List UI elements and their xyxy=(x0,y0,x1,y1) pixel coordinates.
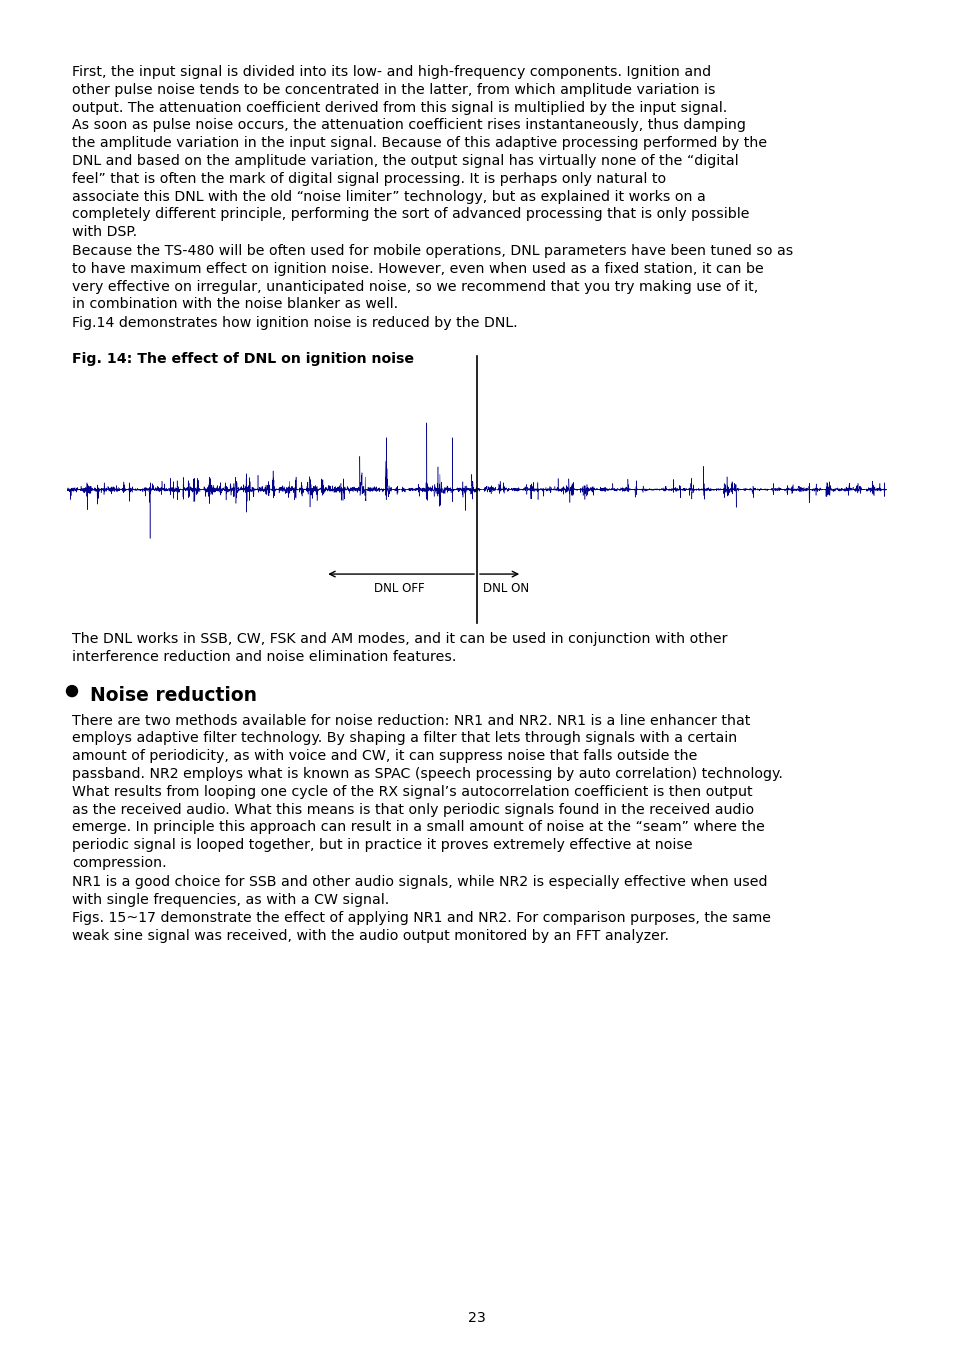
Text: As soon as pulse noise occurs, the attenuation coefficient rises instantaneously: As soon as pulse noise occurs, the atten… xyxy=(71,119,745,132)
Text: What results from looping one cycle of the RX signal’s autocorrelation coefficie: What results from looping one cycle of t… xyxy=(71,785,752,798)
Text: with DSP.: with DSP. xyxy=(71,226,137,239)
Text: the amplitude variation in the input signal. Because of this adaptive processing: the amplitude variation in the input sig… xyxy=(71,136,766,150)
Text: interference reduction and noise elimination features.: interference reduction and noise elimina… xyxy=(71,650,456,663)
Text: DNL OFF: DNL OFF xyxy=(374,582,424,594)
Text: to have maximum effect on ignition noise. However, even when used as a fixed sta: to have maximum effect on ignition noise… xyxy=(71,262,763,276)
Text: passband. NR2 employs what is known as SPAC (speech processing by auto correlati: passband. NR2 employs what is known as S… xyxy=(71,767,782,781)
Text: in combination with the noise blanker as well.: in combination with the noise blanker as… xyxy=(71,297,397,311)
Text: very effective on irregular, unanticipated noise, so we recommend that you try m: very effective on irregular, unanticipat… xyxy=(71,280,758,293)
Text: NR1 is a good choice for SSB and other audio signals, while NR2 is especially ef: NR1 is a good choice for SSB and other a… xyxy=(71,875,767,889)
Text: There are two methods available for noise reduction: NR1 and NR2. NR1 is a line : There are two methods available for nois… xyxy=(71,713,750,728)
Text: emerge. In principle this approach can result in a small amount of noise at the : emerge. In principle this approach can r… xyxy=(71,820,764,835)
Text: Figs. 15~17 demonstrate the effect of applying NR1 and NR2. For comparison purpo: Figs. 15~17 demonstrate the effect of ap… xyxy=(71,912,770,925)
Text: associate this DNL with the old “noise limiter” technology, but as explained it : associate this DNL with the old “noise l… xyxy=(71,189,705,204)
Text: weak sine signal was received, with the audio output monitored by an FFT analyze: weak sine signal was received, with the … xyxy=(71,929,668,943)
Text: amount of periodicity, as with voice and CW, it can suppress noise that falls ou: amount of periodicity, as with voice and… xyxy=(71,750,697,763)
Text: Because the TS-480 will be often used for mobile operations, DNL parameters have: Because the TS-480 will be often used fo… xyxy=(71,245,792,258)
Text: Fig. 14: The effect of DNL on ignition noise: Fig. 14: The effect of DNL on ignition n… xyxy=(71,353,414,366)
Circle shape xyxy=(67,685,77,697)
Text: periodic signal is looped together, but in practice it proves extremely effectiv: periodic signal is looped together, but … xyxy=(71,838,692,852)
Text: output. The attenuation coefficient derived from this signal is multiplied by th: output. The attenuation coefficient deri… xyxy=(71,100,726,115)
Text: Noise reduction: Noise reduction xyxy=(90,685,256,705)
Text: completely different principle, performing the sort of advanced processing that : completely different principle, performi… xyxy=(71,208,749,222)
Text: as the received audio. What this means is that only periodic signals found in th: as the received audio. What this means i… xyxy=(71,802,753,816)
Text: 23: 23 xyxy=(468,1310,485,1325)
Text: First, the input signal is divided into its low- and high-frequency components. : First, the input signal is divided into … xyxy=(71,65,710,78)
Text: DNL and based on the amplitude variation, the output signal has virtually none o: DNL and based on the amplitude variation… xyxy=(71,154,738,168)
Text: The DNL works in SSB, CW, FSK and AM modes, and it can be used in conjunction wi: The DNL works in SSB, CW, FSK and AM mod… xyxy=(71,632,727,646)
Text: other pulse noise tends to be concentrated in the latter, from which amplitude v: other pulse noise tends to be concentrat… xyxy=(71,82,715,97)
Text: with single frequencies, as with a CW signal.: with single frequencies, as with a CW si… xyxy=(71,893,389,907)
Text: DNL ON: DNL ON xyxy=(482,582,528,594)
Text: feel” that is often the mark of digital signal processing. It is perhaps only na: feel” that is often the mark of digital … xyxy=(71,172,665,186)
Text: compression.: compression. xyxy=(71,857,167,870)
Text: Fig.14 demonstrates how ignition noise is reduced by the DNL.: Fig.14 demonstrates how ignition noise i… xyxy=(71,316,517,330)
Text: employs adaptive filter technology. By shaping a filter that lets through signal: employs adaptive filter technology. By s… xyxy=(71,731,737,746)
